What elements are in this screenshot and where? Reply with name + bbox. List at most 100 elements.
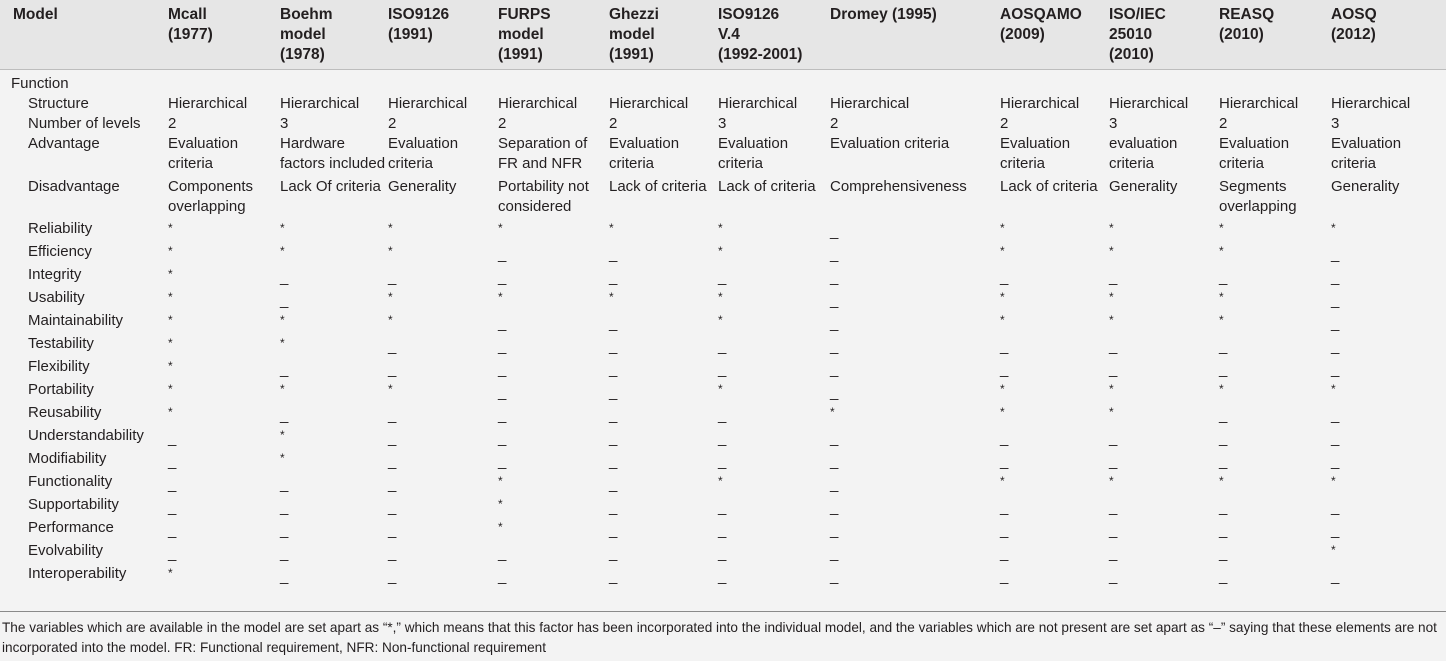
excluded-mark: _ — [1219, 407, 1228, 424]
included-mark: * — [168, 313, 173, 327]
excluded-mark: _ — [718, 430, 727, 447]
table-cell: Evaluation criteria — [1219, 135, 1290, 172]
included-mark: * — [1219, 244, 1224, 258]
factor-label: Maintainability — [28, 312, 124, 329]
excluded-mark: _ — [830, 499, 839, 516]
excluded-mark: _ — [830, 384, 839, 401]
table-cell: Hierarchical — [1331, 95, 1411, 112]
table-cell: Separation of FR and NFR — [498, 135, 588, 172]
excluded-mark: _ — [1331, 568, 1340, 585]
column-header: AOSQ (2012) — [1331, 0, 1446, 70]
table-cell: 2 — [609, 115, 618, 132]
table-cell: Generality — [388, 178, 457, 195]
included-mark: * — [1000, 313, 1005, 327]
excluded-mark: _ — [1219, 430, 1228, 447]
factor-row: Reliability * * * * * * _ * * * * — [0, 219, 1446, 242]
included-mark: * — [280, 244, 285, 258]
excluded-mark: _ — [498, 430, 507, 447]
factor-label: Modifiability — [28, 450, 107, 467]
factor-label: Functionality — [28, 473, 113, 490]
section-row: Function — [0, 70, 1446, 95]
table-cell: Evaluation criteria — [168, 135, 239, 172]
factor-label: Performance — [28, 519, 114, 536]
table-cell: Hierarchical — [388, 95, 468, 112]
table-cell: Hierarchical — [168, 95, 248, 112]
excluded-mark: _ — [168, 453, 177, 470]
excluded-mark: _ — [1000, 430, 1009, 447]
excluded-mark: _ — [1219, 453, 1228, 470]
factor-label: Portability — [28, 381, 94, 398]
included-mark: * — [1109, 405, 1114, 419]
row-label: Disadvantage — [28, 178, 120, 195]
excluded-mark: _ — [388, 522, 397, 539]
quality-models-table: Model Mcall (1977) Boehm model (1978) ISO91… — [0, 0, 1446, 585]
excluded-mark: _ — [1000, 499, 1009, 516]
excluded-mark: _ — [388, 407, 397, 424]
included-mark: * — [168, 336, 173, 350]
excluded-mark: _ — [609, 545, 618, 562]
column-header: Boehm model (1978) — [280, 0, 388, 70]
excluded-mark: _ — [1000, 453, 1009, 470]
included-mark: * — [1000, 405, 1005, 419]
table-cell: Hierarchical — [609, 95, 689, 112]
table-cell: 3 — [1331, 115, 1340, 132]
excluded-mark: _ — [498, 407, 507, 424]
included-mark: * — [168, 290, 173, 304]
excluded-mark: _ — [168, 522, 177, 539]
excluded-mark: _ — [498, 315, 507, 332]
included-mark: * — [498, 221, 503, 235]
table-cell: Evaluation criteria — [1000, 135, 1071, 172]
table-cell: 2 — [498, 115, 507, 132]
excluded-mark: _ — [609, 476, 618, 493]
table-row: Disadvantage Components overlapping Lack O… — [0, 175, 1446, 219]
excluded-mark: _ — [1219, 269, 1228, 286]
included-mark: * — [718, 290, 723, 304]
factor-row: Performance _ _ _ * _ _ _ _ _ _ _ — [0, 518, 1446, 541]
excluded-mark: _ — [388, 476, 397, 493]
included-mark: * — [498, 497, 503, 511]
excluded-mark: _ — [830, 361, 839, 378]
included-mark: * — [168, 566, 173, 580]
table-cell: Evaluation criteria — [1331, 135, 1402, 172]
table-cell: Hierarchical — [498, 95, 578, 112]
table-cell: Lack of criteria — [609, 178, 707, 195]
excluded-mark: _ — [1000, 338, 1009, 355]
table-cell: 2 — [1219, 115, 1228, 132]
column-header: FURPS model (1991) — [498, 0, 609, 70]
table-cell: Comprehensiveness — [830, 178, 967, 195]
excluded-mark: _ — [1331, 338, 1340, 355]
row-label: Number of levels — [28, 115, 141, 132]
included-mark: * — [609, 290, 614, 304]
included-mark: * — [1331, 543, 1336, 557]
included-mark: * — [1219, 474, 1224, 488]
factor-label: Interoperability — [28, 565, 127, 582]
table-cell: Segments overlapping — [1219, 178, 1297, 215]
table-cell: Hierarchical — [1219, 95, 1299, 112]
excluded-mark: _ — [1000, 522, 1009, 539]
included-mark: * — [1000, 244, 1005, 258]
excluded-mark: _ — [1000, 568, 1009, 585]
column-header: Dromey (1995) — [830, 0, 1000, 70]
excluded-mark: _ — [168, 545, 177, 562]
table-cell: Components overlapping — [168, 178, 254, 215]
excluded-mark: _ — [718, 361, 727, 378]
included-mark: * — [280, 336, 285, 350]
factor-label: Evolvability — [28, 542, 104, 559]
table-footnote: The variables which are available in the… — [0, 611, 1446, 661]
table-cell: Evaluation criteria — [609, 135, 680, 172]
excluded-mark: _ — [718, 269, 727, 286]
excluded-mark: _ — [498, 269, 507, 286]
excluded-mark: _ — [280, 522, 289, 539]
excluded-mark: _ — [1331, 315, 1340, 332]
column-header: AOSQAMO (2009) — [1000, 0, 1109, 70]
table-cell: 2 — [1000, 115, 1009, 132]
column-header-model: Model — [0, 0, 168, 70]
factor-label: Understandability — [28, 427, 144, 444]
column-header: ISO9126 V.4 (1992-2001) — [718, 0, 830, 70]
table-cell: Lack of criteria — [1000, 178, 1098, 195]
excluded-mark: _ — [718, 545, 727, 562]
excluded-mark: _ — [830, 476, 839, 493]
included-mark: * — [718, 474, 723, 488]
included-mark: * — [1109, 313, 1114, 327]
included-mark: * — [718, 244, 723, 258]
